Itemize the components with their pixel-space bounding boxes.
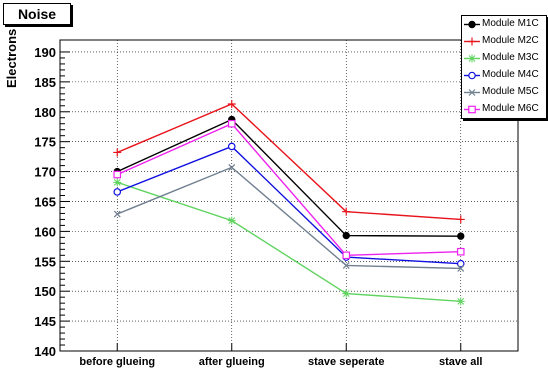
series-module-m6c [113,119,465,260]
chart-title: Noise [3,3,71,25]
y-tick-label: 185 [34,75,56,90]
y-tick-label: 150 [34,284,56,299]
legend-item-m4c: Module M4C [462,67,546,84]
legend: Module M1C Module M2C Module M3C Module … [461,15,547,119]
y-tick-label: 180 [34,105,56,120]
legend-item-m3c: Module M3C [462,50,546,67]
legend-label-m2c: Module M2C [482,35,539,46]
data-point [227,119,236,128]
y-tick-label: 155 [34,254,56,269]
data-point [227,142,236,151]
y-tick-label: 165 [34,194,56,209]
x-tick-label: stave seperate [308,356,384,368]
data-point [113,188,122,196]
y-tick-label: 160 [34,224,56,239]
y-axis-label: Electrons [4,28,19,88]
series-line [116,166,461,270]
legend-item-m6c: Module M6C [462,101,546,118]
data-point [456,215,465,224]
data-point [113,210,121,218]
data-point [342,262,350,269]
data-point [227,216,236,225]
series-module-m3c [113,178,465,306]
data-point [456,247,465,256]
data-point [227,99,236,108]
data-point [456,259,465,268]
series-line [116,122,461,257]
legend-label-m3c: Module M3C [482,52,539,63]
legend-item-m2c: Module M2C [462,33,546,50]
legend-label-m4c: Module M4C [482,69,539,80]
y-tick-label: 190 [34,45,56,60]
data-point [342,251,351,260]
series-line [116,118,461,237]
legend-item-m1c: Module M1C [462,16,546,33]
legend-marker-m3c [464,54,480,63]
data-point [342,231,350,240]
x-tick-label: stave all [439,356,482,368]
legend-marker-m1c [464,20,480,29]
legend-marker-shape [468,37,476,46]
legend-marker-shape [468,105,476,114]
legend-label-m6c: Module M6C [482,103,539,114]
series-line [116,103,461,221]
legend-marker-shape [468,20,476,29]
series-module-m5c [113,163,465,272]
y-tick-label: 145 [34,314,56,329]
legend-label-m5c: Module M5C [482,86,539,97]
legend-marker-m2c [464,37,480,46]
legend-marker-shape [468,71,476,80]
data-point [457,232,465,240]
y-tick-label: 170 [34,165,56,180]
data-point [457,265,465,272]
data-point [342,289,351,298]
legend-item-m5c: Module M5C [462,84,546,101]
x-tick-label: after glueing [199,356,265,368]
y-tick-label: 175 [34,135,56,150]
data-point [113,148,122,157]
series-module-m2c [113,99,465,224]
legend-marker-m5c [464,89,480,96]
data-point [456,297,465,306]
plot-frame [59,39,519,352]
data-point [342,207,351,216]
legend-marker-shape [468,89,476,96]
data-point [113,178,122,187]
series-line [117,181,461,303]
legend-marker-shape [468,54,476,63]
y-tick-label: 140 [34,344,56,359]
legend-marker-m4c [464,71,480,80]
data-point [113,170,122,179]
legend-label-m1c: Module M1C [482,18,539,29]
x-tick-label: before glueing [79,356,155,368]
data-point [228,163,236,171]
series-line [116,145,461,265]
legend-marker-m6c [464,105,480,114]
